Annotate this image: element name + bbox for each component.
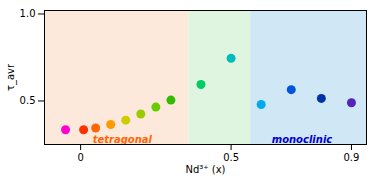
svg-text:0.5: 0.5	[223, 152, 239, 163]
svg-text:0: 0	[77, 152, 83, 163]
svg-text:monoclinic: monoclinic	[272, 134, 333, 145]
svg-text:0.5: 0.5	[20, 95, 36, 106]
svg-text:tetragonal: tetragonal	[93, 134, 153, 145]
svg-text:Nd³⁺ (x): Nd³⁺ (x)	[185, 164, 225, 175]
svg-text:0.9: 0.9	[344, 152, 360, 163]
svg-text:1.0: 1.0	[20, 8, 36, 19]
svg-text:τ_avr: τ_avr	[5, 63, 17, 91]
